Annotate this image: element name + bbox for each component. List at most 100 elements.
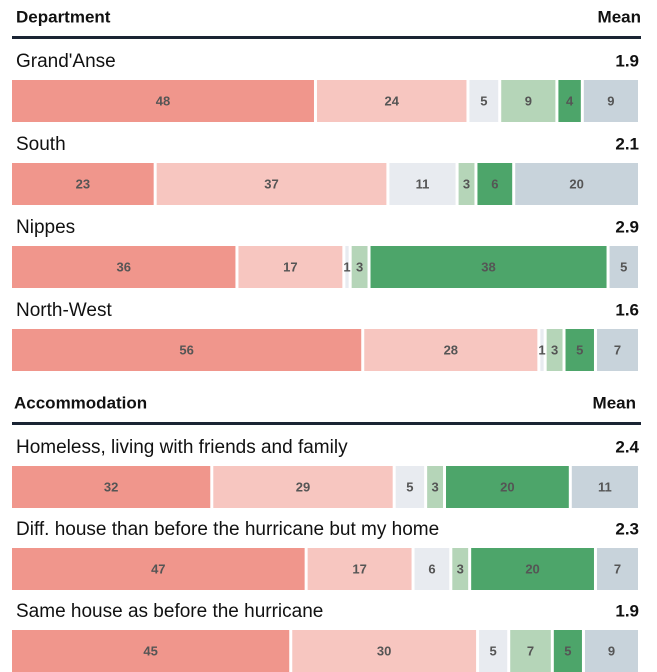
bar-segment bbox=[12, 466, 211, 508]
segment-label: 6 bbox=[428, 561, 435, 576]
bar-segment bbox=[12, 246, 236, 288]
bar-segment bbox=[156, 163, 387, 205]
segment-label: 47 bbox=[151, 561, 165, 576]
segment-label: 5 bbox=[480, 93, 487, 108]
segment-label: 20 bbox=[569, 176, 583, 191]
row-mean: 2.9 bbox=[615, 217, 639, 236]
bar-segment bbox=[307, 548, 412, 590]
segment-label: 7 bbox=[614, 342, 621, 357]
bar-segment bbox=[471, 548, 594, 590]
mean-header: Mean bbox=[598, 7, 641, 26]
bar-segment bbox=[558, 80, 581, 122]
segment-label: 17 bbox=[352, 561, 366, 576]
row-label: Homeless, living with friends and family bbox=[16, 437, 348, 458]
bar-segment bbox=[292, 630, 477, 672]
row-mean: 2.1 bbox=[615, 134, 639, 153]
segment-label: 24 bbox=[384, 93, 399, 108]
segment-label: 3 bbox=[457, 561, 464, 576]
segment-label: 5 bbox=[490, 643, 497, 658]
segment-label: 9 bbox=[608, 643, 615, 658]
bar-segment bbox=[345, 246, 349, 288]
segment-label: 5 bbox=[576, 342, 583, 357]
segment-label: 45 bbox=[143, 643, 157, 658]
bar-segment bbox=[546, 329, 563, 371]
bar-segment bbox=[12, 630, 290, 672]
header-rule bbox=[12, 422, 641, 425]
segment-label: 29 bbox=[296, 479, 310, 494]
bar-segment bbox=[12, 548, 305, 590]
bar-segment bbox=[540, 329, 544, 371]
segment-label: 32 bbox=[104, 479, 118, 494]
segment-label: 30 bbox=[377, 643, 391, 658]
row-mean: 1.9 bbox=[615, 51, 639, 70]
bar-segment bbox=[596, 548, 638, 590]
bar-segment bbox=[510, 630, 551, 672]
row-mean: 1.9 bbox=[615, 601, 639, 620]
row-label: Grand'Anse bbox=[16, 51, 116, 72]
segment-label: 3 bbox=[356, 259, 363, 274]
bar-segment bbox=[351, 246, 368, 288]
bar-segment bbox=[469, 80, 499, 122]
row-mean: 2.4 bbox=[615, 437, 639, 456]
row-label: South bbox=[16, 134, 66, 155]
bar-segment bbox=[583, 80, 638, 122]
segment-label: 4 bbox=[566, 93, 574, 108]
header-rule bbox=[12, 36, 641, 39]
segment-label: 36 bbox=[116, 259, 130, 274]
group-header: Department bbox=[16, 7, 111, 26]
segment-label: 56 bbox=[179, 342, 193, 357]
segment-label: 1 bbox=[343, 259, 350, 274]
row-label: Same house as before the hurricane bbox=[16, 601, 323, 622]
row-label: Nippes bbox=[16, 217, 75, 238]
bar-segment bbox=[596, 329, 638, 371]
bar-segment bbox=[414, 548, 450, 590]
row-mean: 1.6 bbox=[615, 300, 639, 319]
bar-segment bbox=[609, 246, 638, 288]
segment-label: 3 bbox=[431, 479, 438, 494]
segment-label: 17 bbox=[283, 259, 297, 274]
bar-segment bbox=[571, 466, 638, 508]
bar-segment bbox=[446, 466, 569, 508]
bar-segment bbox=[364, 329, 538, 371]
mean-header: Mean bbox=[593, 393, 636, 412]
bar-segment bbox=[501, 80, 556, 122]
row-mean: 2.3 bbox=[615, 519, 639, 538]
segment-label: 11 bbox=[416, 176, 430, 191]
segment-label: 38 bbox=[481, 259, 495, 274]
segment-label: 1 bbox=[538, 342, 545, 357]
segment-label: 11 bbox=[598, 479, 612, 494]
bar-segment bbox=[213, 466, 393, 508]
segment-label: 5 bbox=[564, 643, 571, 658]
segment-label: 20 bbox=[500, 479, 514, 494]
bar-segment bbox=[458, 163, 475, 205]
row-label: Diff. house than before the hurricane bu… bbox=[16, 519, 439, 540]
segment-label: 3 bbox=[551, 342, 558, 357]
segment-label: 9 bbox=[525, 93, 532, 108]
bar-segment bbox=[584, 630, 638, 672]
segment-label: 3 bbox=[463, 176, 470, 191]
segment-label: 48 bbox=[156, 93, 170, 108]
bar-segment bbox=[238, 246, 343, 288]
segment-label: 37 bbox=[264, 176, 278, 191]
bar-segment bbox=[316, 80, 467, 122]
segment-label: 20 bbox=[525, 561, 539, 576]
bar-segment bbox=[12, 80, 314, 122]
segment-label: 7 bbox=[614, 561, 621, 576]
bar-segment bbox=[515, 163, 638, 205]
segment-label: 28 bbox=[444, 342, 458, 357]
bar-segment bbox=[12, 329, 362, 371]
bar-segment bbox=[395, 466, 425, 508]
segment-label: 5 bbox=[620, 259, 627, 274]
bar-segment bbox=[12, 163, 154, 205]
bar-segment bbox=[452, 548, 469, 590]
bar-segment bbox=[565, 329, 594, 371]
row-label: North-West bbox=[16, 300, 112, 321]
bar-segment bbox=[370, 246, 607, 288]
segment-label: 5 bbox=[406, 479, 413, 494]
segment-label: 23 bbox=[76, 176, 90, 191]
segment-label: 9 bbox=[607, 93, 614, 108]
bar-segment bbox=[427, 466, 444, 508]
segment-label: 6 bbox=[491, 176, 498, 191]
bar-segment bbox=[477, 163, 513, 205]
